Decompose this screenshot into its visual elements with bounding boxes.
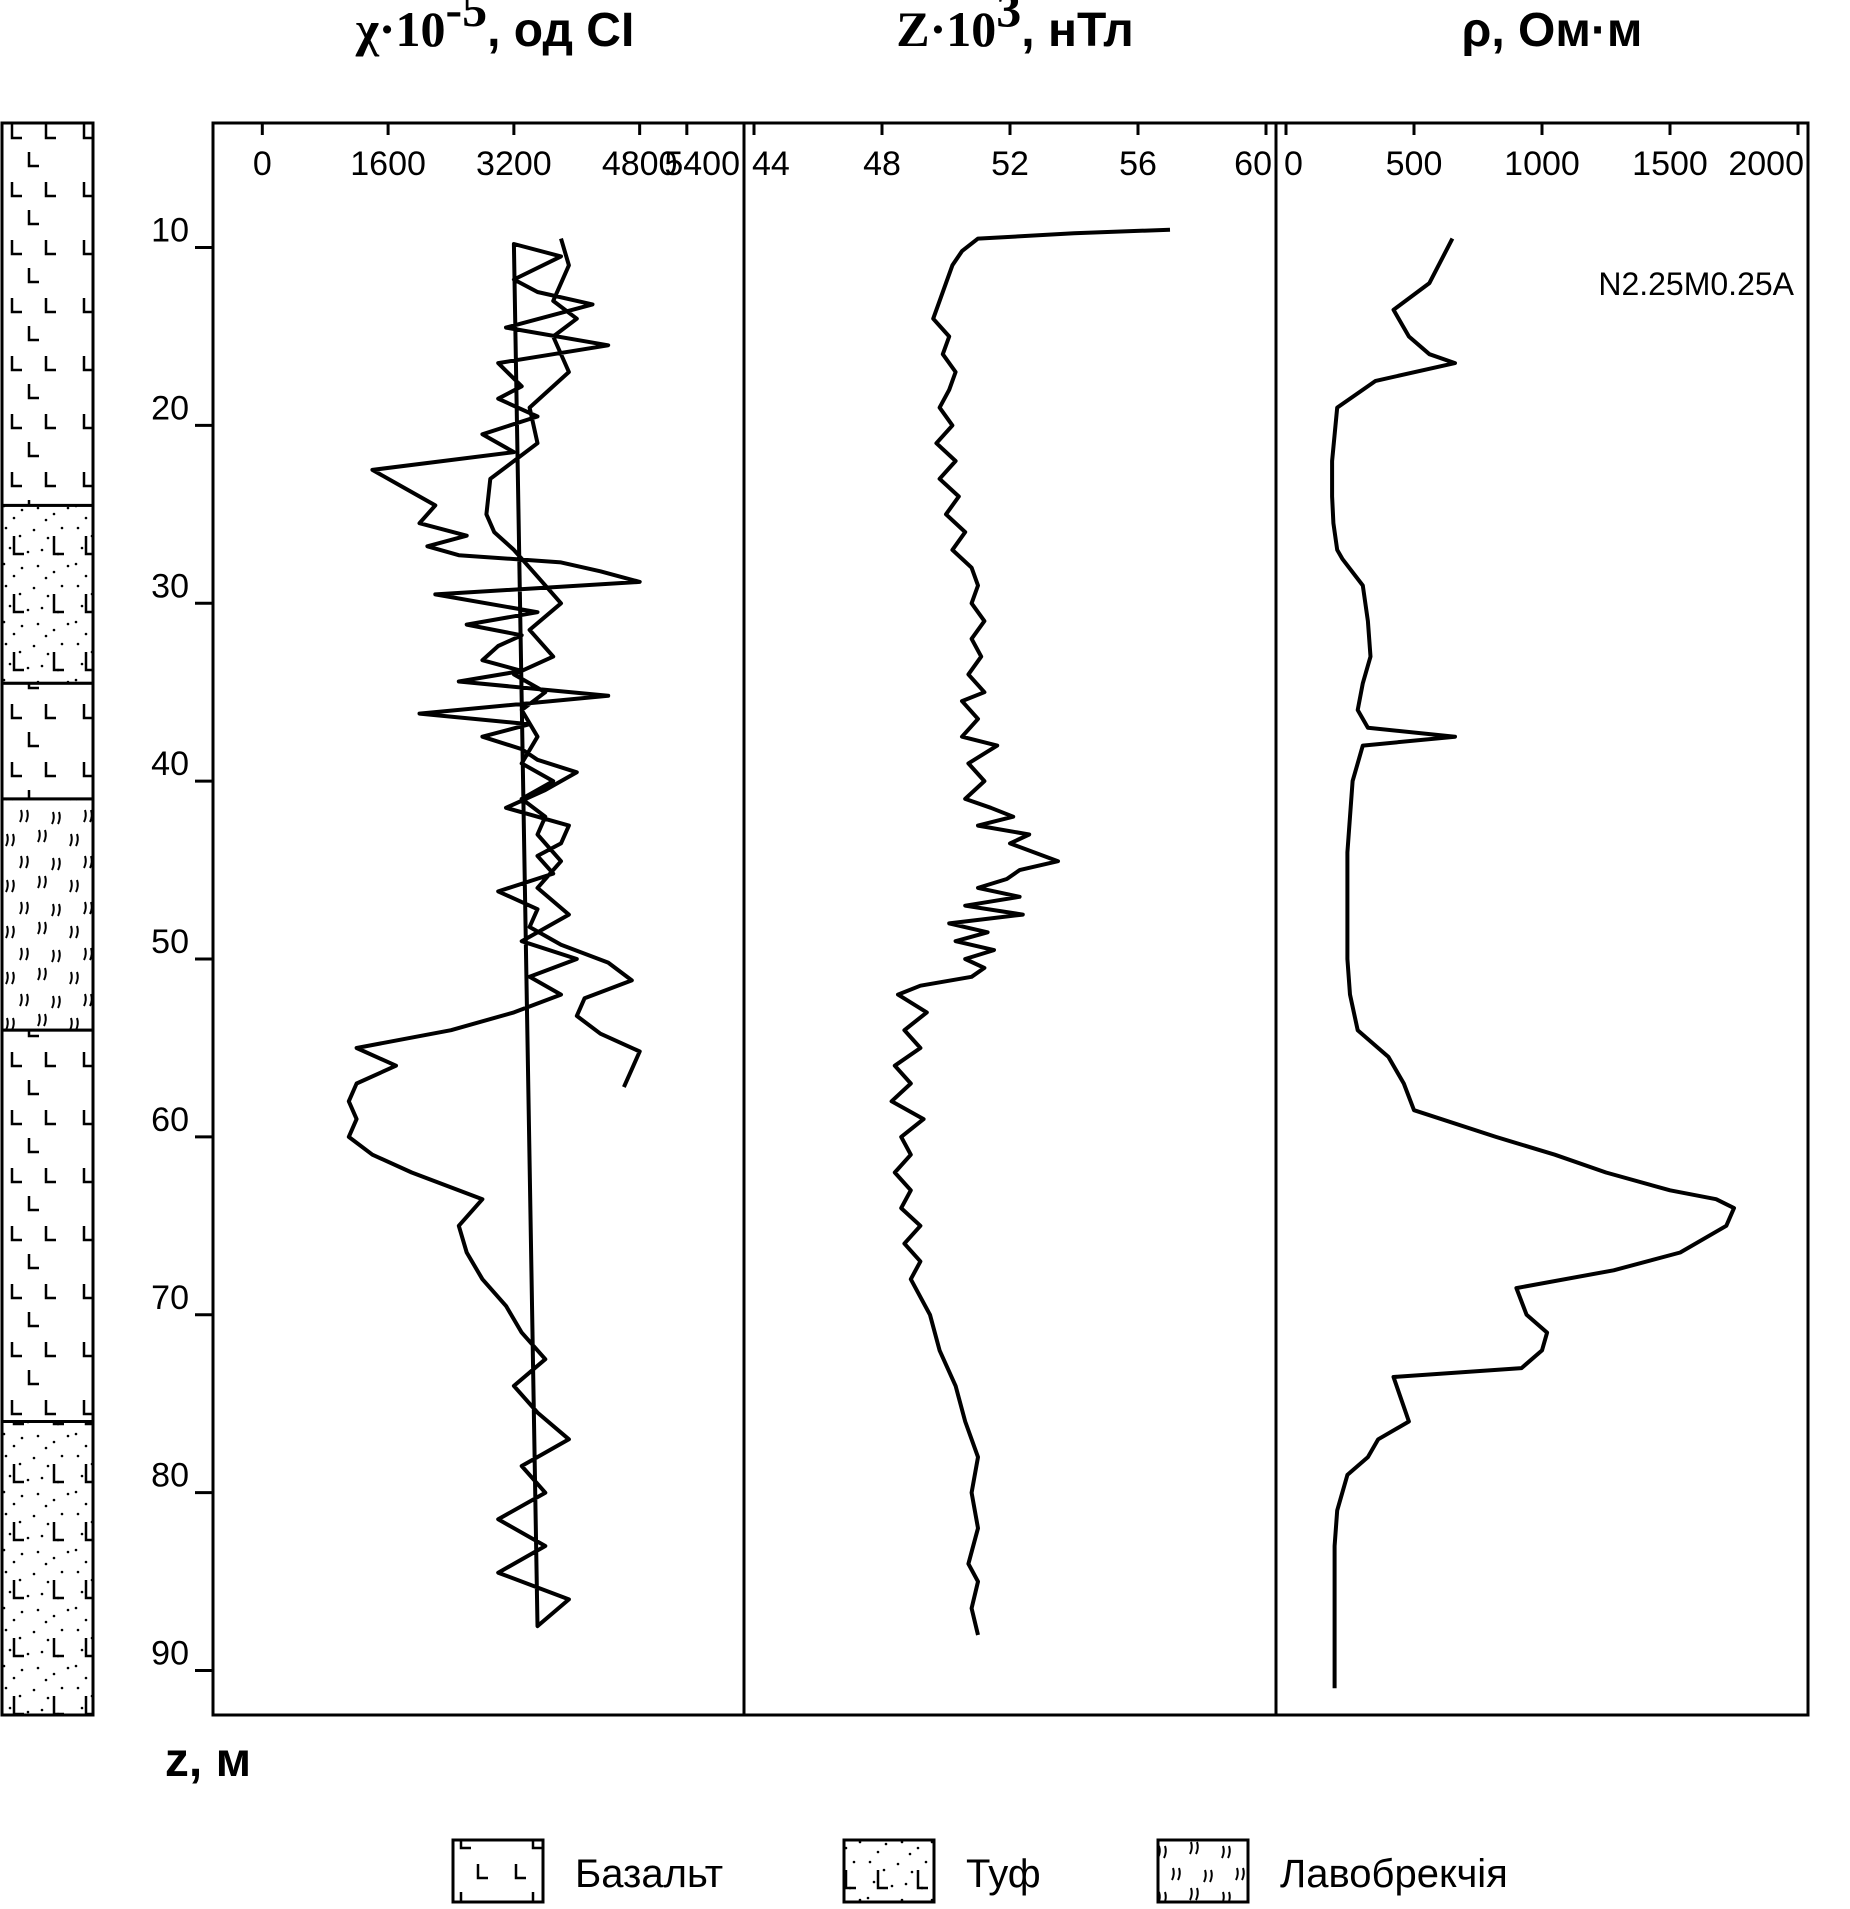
x-tick-label: 0 (1284, 145, 1303, 183)
x-tick-label: 1000 (1504, 145, 1580, 183)
legend-swatch-lavabreccia (1156, 1838, 1250, 1904)
legend-label-tuff: Туф (966, 1852, 1041, 1896)
panel-frame (742, 121, 1278, 1717)
log-curve-magnetic-field (889, 227, 1171, 1636)
x-tick-label: 2000 (1728, 145, 1804, 183)
depth-tick-label: 40 (151, 745, 189, 783)
panel-title-resistivity: ρ, Ом·м (1462, 4, 1643, 57)
depth-tick-label: 30 (151, 567, 189, 605)
panel-resistivity: 0 500 1000 1500 2000 N2.25M0.25A (1274, 121, 1810, 1717)
panel-magnetic-field: 44 48 52 56 60 (742, 121, 1278, 1717)
x-tick-label: 1600 (350, 145, 426, 183)
panel-title-magnetic-field: Z·103, нТл (896, 0, 1133, 57)
depth-tick-label: 60 (151, 1101, 189, 1139)
depth-tick-label: 70 (151, 1279, 189, 1317)
x-tick-label: 1500 (1632, 145, 1708, 183)
panel-frame (1274, 121, 1810, 1717)
depth-tick-label: 50 (151, 923, 189, 961)
legend-swatch-tuff (842, 1838, 936, 1904)
lithology-layer-basalt (0, 1028, 95, 1424)
depth-tick-label: 80 (151, 1457, 189, 1495)
lithology-layer-tuff (0, 503, 95, 685)
legend-label-lavabreccia: Лавобрекчія (1280, 1852, 1508, 1896)
x-tick-label: 56 (1119, 145, 1157, 183)
x-tick-label: 44 (752, 145, 790, 183)
lithology-layer-basalt (0, 681, 95, 801)
panel-frame (211, 121, 746, 1717)
x-tick-label: 4800 (602, 145, 678, 183)
panel-title-susceptibility: χ·10-5, од СІ (355, 0, 635, 57)
legend-label-basalt: Базальт (575, 1852, 723, 1896)
x-tick-label: 5400 (664, 145, 740, 183)
lithology-layer-basalt (0, 121, 95, 507)
depth-axis: 10 20 30 40 50 60 70 80 90 (151, 212, 213, 1673)
legend: Базальт Туф Лавобрекчія (451, 1838, 1508, 1904)
array-note: N2.25M0.25A (1598, 266, 1794, 302)
log-curve-resistivity (1330, 237, 1736, 1689)
depth-tick-label: 90 (151, 1635, 189, 1673)
x-tick-label: 0 (253, 145, 272, 183)
lithology-layer-lavabreccia (0, 797, 95, 1032)
x-tick-label: 3200 (476, 145, 552, 183)
x-tick-label: 52 (991, 145, 1029, 183)
x-tick-label: 60 (1234, 145, 1272, 183)
lithology-layer-tuff (0, 1420, 95, 1717)
lithology-column (0, 121, 95, 1717)
log-curve-susceptibility (346, 238, 642, 1629)
legend-swatch-basalt (451, 1838, 545, 1904)
depth-tick-label: 10 (151, 212, 189, 250)
depth-tick-label: 20 (151, 389, 189, 427)
depth-axis-label: z, м (165, 1734, 251, 1787)
x-tick-label: 48 (863, 145, 901, 183)
x-tick-label: 500 (1386, 145, 1443, 183)
